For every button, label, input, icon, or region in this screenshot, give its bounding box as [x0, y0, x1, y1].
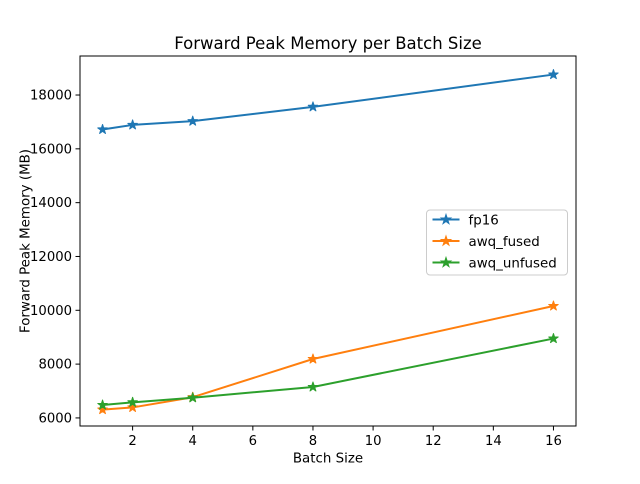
- y-tick-label: 6000: [38, 411, 72, 426]
- axes-frame: [79, 55, 577, 427]
- data-point-marker-awq_unfused: [187, 392, 198, 403]
- x-tick-label: 6: [249, 434, 257, 449]
- x-tick-label: 4: [189, 434, 197, 449]
- x-tick-label: 14: [485, 434, 502, 449]
- y-tick-label: 14000: [30, 196, 72, 211]
- legend-item-fp16: fp16: [432, 212, 499, 228]
- data-point-marker-awq_unfused: [548, 333, 559, 344]
- data-point-marker-fp16: [307, 101, 319, 112]
- legend: fp16 awq_fused awq_unfused: [426, 209, 568, 276]
- y-tick-label: 16000: [30, 142, 72, 157]
- data-point-marker-awq_unfused: [127, 396, 138, 407]
- series-layer: [97, 69, 559, 415]
- x-axis-label: Batch Size: [293, 452, 363, 467]
- data-point-marker-awq_fused: [127, 401, 138, 412]
- axes-layer: 2 4 6 8 10 12 14 16 6000 8000 10000 12000 14000 16000…: [30, 55, 577, 449]
- data-point-marker-awq_fused: [307, 353, 319, 364]
- data-point-marker-awq_unfused: [307, 381, 319, 392]
- y-tick-label: 12000: [30, 250, 72, 265]
- data-point-marker-awq_fused: [97, 404, 108, 415]
- data-point-marker-awq_fused: [548, 300, 559, 311]
- legend-marker: [439, 255, 453, 268]
- y-tick-label: 8000: [38, 358, 72, 373]
- y-axis-label: Forward Peak Memory (MB): [19, 149, 34, 333]
- legend-marker: [439, 212, 453, 225]
- legend-item-awq_fused: awq_fused: [432, 234, 540, 250]
- legend-marker: [439, 234, 453, 247]
- data-point-marker-fp16: [548, 69, 559, 80]
- legend-label: fp16: [469, 213, 499, 228]
- data-point-marker-fp16: [97, 123, 108, 135]
- legend-label: awq_fused: [469, 235, 540, 250]
- series-line-awq_unfused: [101, 337, 555, 407]
- y-tick-label: 18000: [30, 89, 72, 104]
- series-line-awq_fused: [101, 304, 555, 411]
- legend-item-awq_unfused: awq_unfused: [432, 255, 557, 271]
- x-tick-label: 10: [365, 434, 382, 449]
- x-tick-label: 12: [425, 434, 442, 449]
- data-point-marker-fp16: [127, 119, 138, 130]
- legend-label: awq_unfused: [469, 256, 557, 271]
- data-point-marker-awq_unfused: [97, 399, 108, 410]
- chart-title: Forward Peak Memory per Batch Size: [174, 34, 482, 53]
- legend-box: [426, 209, 568, 276]
- series-line-fp16: [101, 73, 555, 131]
- y-tick-label: 10000: [30, 304, 72, 319]
- x-tick-label: 8: [309, 434, 317, 449]
- data-point-marker-fp16: [187, 115, 198, 126]
- x-tick-label: 2: [128, 434, 136, 449]
- x-tick-label: 16: [545, 434, 562, 449]
